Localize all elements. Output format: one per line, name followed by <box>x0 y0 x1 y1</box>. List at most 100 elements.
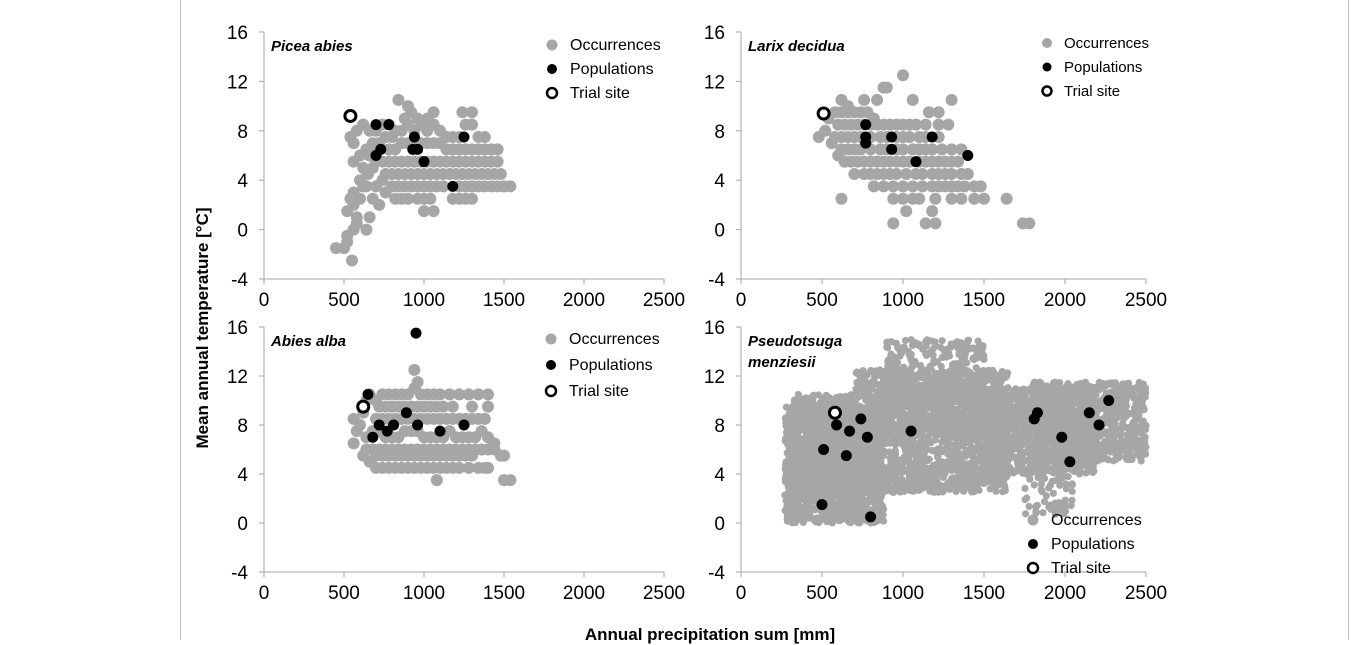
occurrence-point <box>904 453 912 461</box>
series-populations <box>370 119 470 192</box>
occurrence-point <box>884 485 892 493</box>
occurrence-point <box>424 192 437 205</box>
occurrence-point <box>892 482 900 490</box>
occurrence-point <box>964 417 972 425</box>
occurrence-point <box>958 355 966 363</box>
x-tick-label: 2500 <box>1125 583 1167 604</box>
occurrence-point <box>347 412 360 425</box>
occurrence-point <box>807 479 816 487</box>
population-point <box>447 180 459 192</box>
occurrence-point <box>853 462 861 470</box>
occurrence-point <box>491 155 504 168</box>
occurrence-point <box>888 410 896 419</box>
occurrence-point <box>945 93 958 106</box>
x-tick-label: 0 <box>736 583 747 604</box>
occurrence-point <box>847 519 855 527</box>
occurrence-point <box>958 379 966 387</box>
occurrence-point <box>868 385 876 393</box>
occurrence-point <box>927 349 936 357</box>
occurrence-point <box>963 438 971 446</box>
occurrence-point <box>932 466 940 474</box>
occurrence-point <box>888 432 896 440</box>
series-occurrences <box>347 363 517 487</box>
occurrence-point <box>858 443 866 452</box>
occurrence-point <box>856 375 864 383</box>
population-point <box>370 150 382 161</box>
occurrence-point <box>932 118 945 131</box>
occurrence-point <box>793 484 802 492</box>
occurrence-point <box>879 517 888 525</box>
occurrence-point <box>915 400 923 408</box>
occurrence-point <box>366 192 379 205</box>
occurrence-point <box>906 93 919 106</box>
occurrence-point <box>806 429 814 437</box>
occurrence-point <box>903 130 916 143</box>
occurrence-point <box>917 443 925 451</box>
occurrence-point <box>907 350 915 358</box>
occurrence-point <box>999 488 1007 496</box>
population-point <box>383 119 395 131</box>
occurrence-point <box>841 439 849 447</box>
occurrence-point <box>462 388 475 401</box>
occurrence-point <box>456 106 469 119</box>
occurrence-point <box>802 410 810 418</box>
occurrence-point <box>794 428 802 436</box>
occurrence-point <box>904 382 912 390</box>
occurrence-point <box>855 384 863 392</box>
occurrence-point <box>872 419 880 427</box>
occurrence-point <box>402 192 414 205</box>
y-tick-label: 4 <box>237 465 248 486</box>
figure-frame <box>180 0 1349 640</box>
occurrence-point <box>969 467 978 475</box>
occurrence-point <box>909 371 917 379</box>
occurrence-point <box>437 400 450 413</box>
occurrence-point <box>956 411 964 419</box>
occurrence-point <box>937 486 945 494</box>
legend-label: Occurrences <box>570 37 661 54</box>
x-tick-label: 2000 <box>1044 290 1086 311</box>
legend-label: Trial site <box>569 383 629 400</box>
y-tick-label: 12 <box>227 72 248 93</box>
occurrence-point <box>829 478 838 486</box>
occurrence-point <box>926 205 939 218</box>
occurrence-point <box>898 389 906 397</box>
occurrence-point <box>883 344 892 352</box>
occurrence-point <box>871 93 884 106</box>
occurrence-point <box>938 337 946 345</box>
occurrence-point <box>817 478 825 486</box>
occurrence-point <box>904 397 913 405</box>
occurrence-point <box>350 211 363 224</box>
occurrence-point <box>978 192 990 205</box>
occurrence-point <box>856 518 864 527</box>
occurrence-point <box>891 453 899 461</box>
occurrence-point <box>959 465 968 473</box>
legend-label: Populations <box>1064 59 1142 76</box>
occurrence-point <box>939 428 947 436</box>
occurrence-point <box>884 394 892 402</box>
occurrence-point <box>826 439 834 447</box>
occurrence-point <box>794 390 803 399</box>
occurrence-point <box>792 464 800 472</box>
occurrence-point <box>900 487 908 495</box>
occurrence-point <box>862 404 870 412</box>
occurrence-point <box>901 336 910 345</box>
occurrence-point <box>379 186 392 199</box>
occurrence-point <box>824 456 832 464</box>
occurrence-point <box>360 180 373 193</box>
y-tick-label: -4 <box>231 270 248 291</box>
population-point <box>434 425 446 437</box>
occurrence-point <box>835 490 843 498</box>
occurrence-point <box>936 381 944 389</box>
y-tick-label: 8 <box>237 416 248 437</box>
occurrence-point <box>790 450 798 459</box>
occurrence-point <box>957 473 965 481</box>
occurrence-point <box>931 371 940 379</box>
occurrence-point <box>862 478 870 486</box>
occurrence-point <box>926 143 939 156</box>
x-tick-label: 2500 <box>1125 290 1167 311</box>
legend-populations-marker <box>546 360 556 370</box>
occurrence-point <box>494 168 507 181</box>
